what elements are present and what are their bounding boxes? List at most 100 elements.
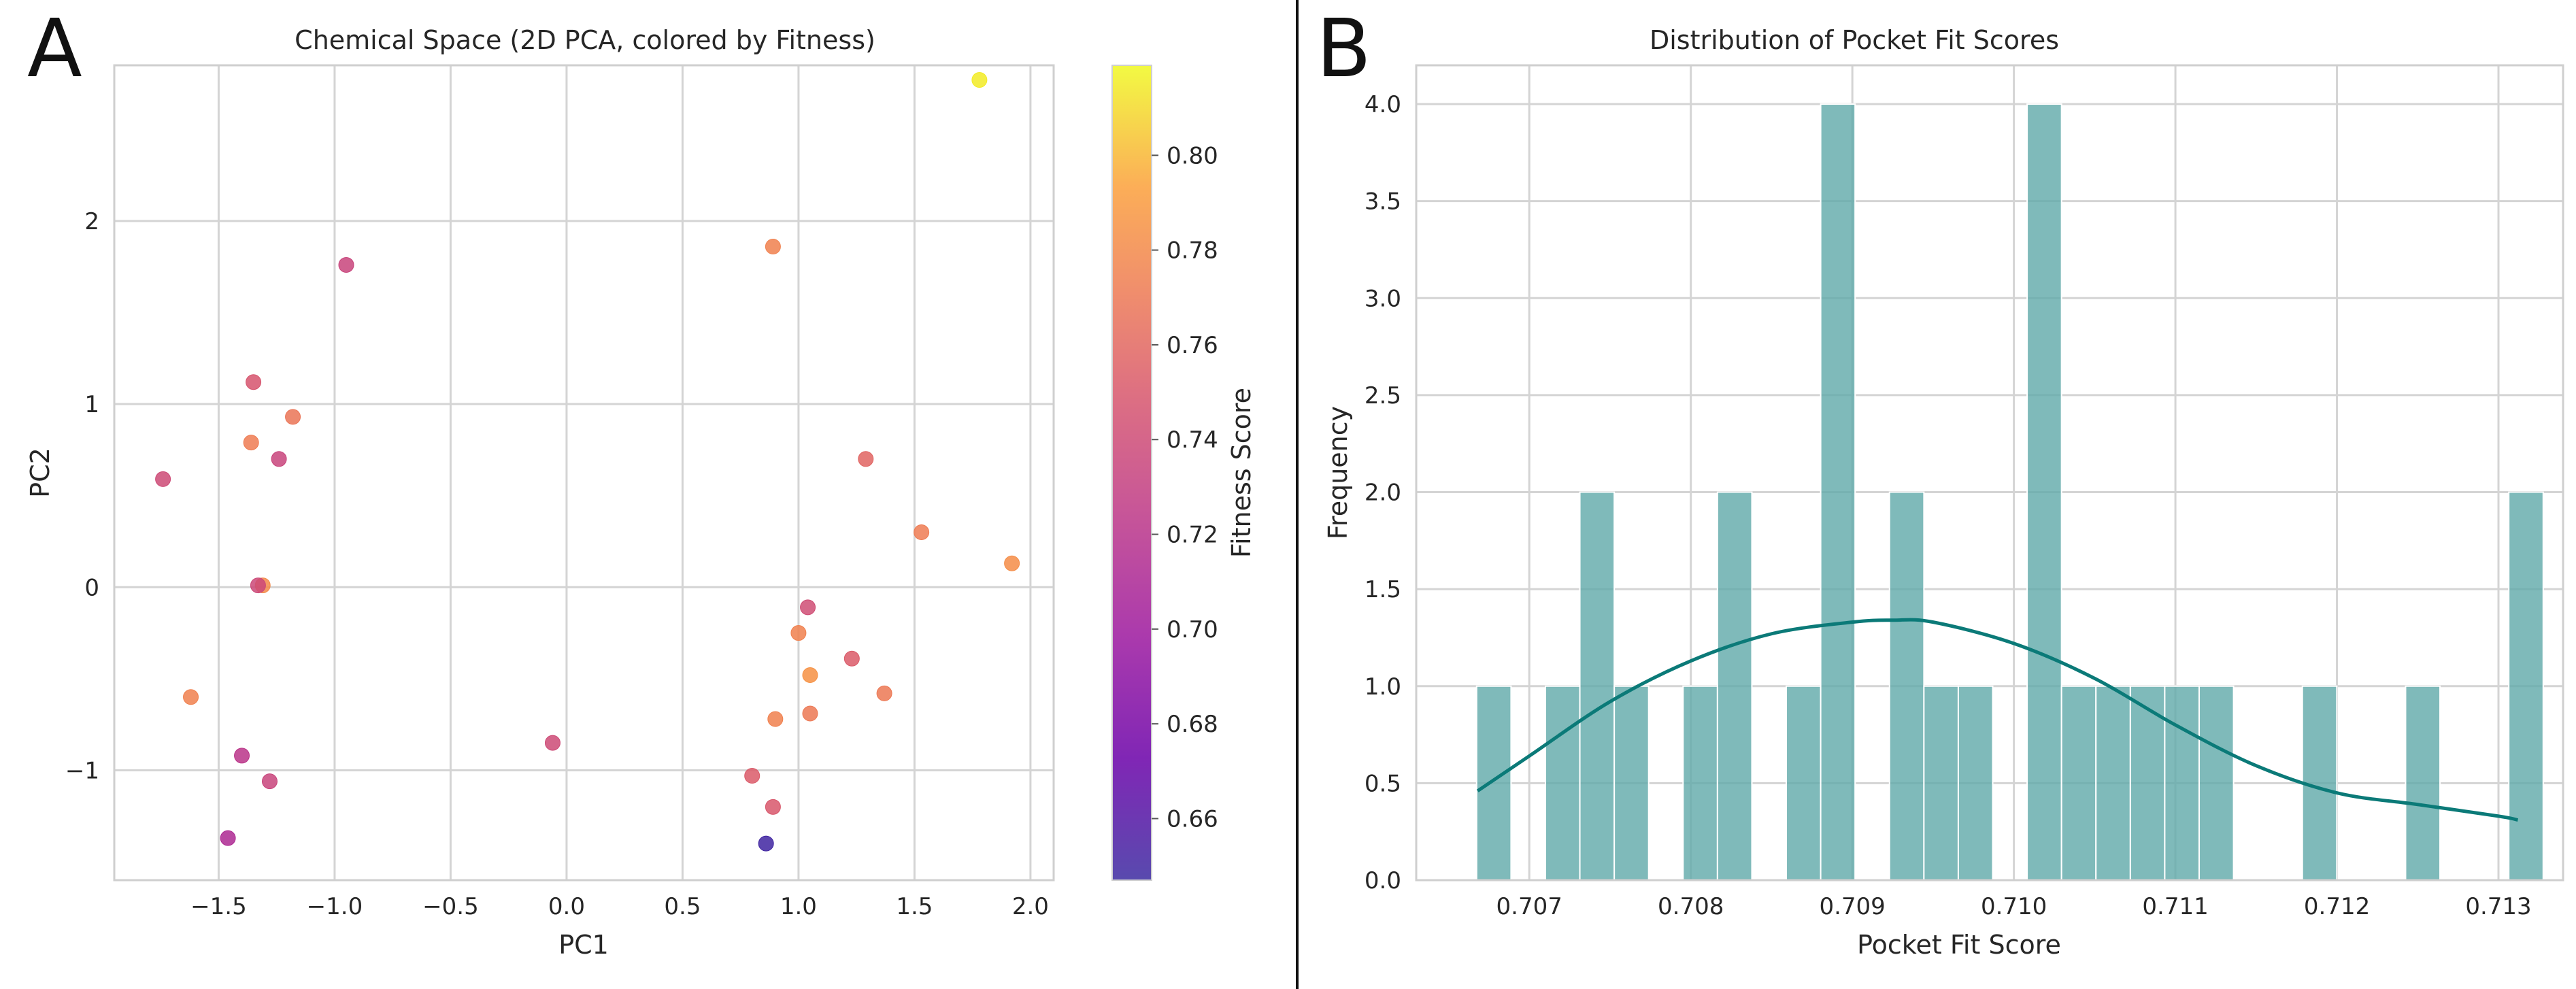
scatter-point (243, 435, 259, 451)
histogram-y-tick-label: 1.5 (1365, 576, 1401, 603)
scatter-point (338, 256, 354, 273)
colorbar-frame (1111, 65, 1152, 881)
histogram-bar (2198, 685, 2235, 881)
colorbar-tick-label: 0.78 (1167, 237, 1218, 265)
scatter-y-tick-label: −1 (65, 757, 99, 784)
scatter-point (800, 599, 816, 616)
scatter-point (246, 374, 262, 390)
scatter-point (183, 689, 199, 705)
histogram-bar (2508, 491, 2544, 881)
scatter-x-label: PC1 (558, 930, 609, 960)
scatter-x-tick-label: 0.0 (548, 893, 585, 920)
scatter-point (250, 577, 266, 594)
scatter-point (765, 239, 781, 255)
scatter-point (914, 524, 930, 540)
colorbar-label: Fitness Score (1226, 388, 1256, 558)
scatter-point (271, 451, 287, 467)
histogram-y-tick-label: 2.5 (1365, 382, 1401, 409)
scatter-point (155, 471, 171, 487)
colorbar-tick-label: 0.70 (1167, 616, 1218, 643)
panel-letter-b: B (1316, 1, 1371, 95)
scatter-point (220, 830, 236, 846)
scatter-x-tick-label: 0.5 (664, 893, 701, 920)
histogram-x-tick-label: 0.708 (1658, 893, 1724, 920)
colorbar-tick-label: 0.80 (1167, 142, 1218, 169)
histogram-x-tick-label: 0.710 (1981, 893, 2047, 920)
scatter-point (971, 72, 988, 88)
colorbar-tick-label: 0.76 (1167, 332, 1218, 359)
scatter-point (876, 685, 892, 701)
scatter-x-tick-label: 2.0 (1012, 893, 1049, 920)
panel-letter-a: A (27, 1, 82, 95)
scatter-y-ticks: −1 0 1 2 (65, 208, 99, 785)
scatter-y-tick-label: 0 (84, 574, 99, 601)
scatter-point (858, 451, 874, 467)
scatter-x-tick-label: −1.0 (307, 893, 363, 920)
histogram-y-tick-label: 0.0 (1365, 867, 1401, 894)
scatter-point (758, 835, 774, 852)
histogram-bar (1716, 491, 1753, 881)
histogram-bar (2060, 685, 2097, 881)
colorbar-ticks: 0.66 0.68 0.70 0.72 0.74 0.76 0.78 0.80 (1152, 142, 1218, 833)
histogram-y-tick-label: 4.0 (1365, 91, 1401, 118)
scatter-point (765, 799, 781, 815)
histogram-x-label: Pocket Fit Score (1857, 930, 2061, 960)
scatter-x-tick-label: 1.0 (780, 893, 817, 920)
scatter-x-ticks: −1.5 −1.0 −0.5 0.0 0.5 1.0 1.5 2.0 (190, 893, 1049, 920)
scatter-points (155, 72, 1020, 852)
histogram-y-tick-label: 0.5 (1365, 770, 1401, 797)
scatter-point (767, 711, 784, 727)
histogram-y-tick-label: 1.0 (1365, 673, 1401, 701)
colorbar-tick-label: 0.74 (1167, 426, 1218, 454)
scatter-point (802, 705, 818, 722)
histogram-y-label: Frequency (1323, 406, 1353, 539)
colorbar-gradient (1112, 65, 1152, 880)
histogram-bar (1888, 491, 1925, 881)
kde-curve (1476, 618, 2519, 822)
scatter-point (261, 773, 278, 790)
histogram-bar (2129, 685, 2166, 881)
histogram-bar (2026, 103, 2062, 882)
colorbar-tick-label: 0.68 (1167, 711, 1218, 738)
histogram-frame (1415, 64, 2564, 882)
scatter-point (544, 735, 561, 751)
panel-b: B Distribution of Pocket Fit Scores 0.70… (1316, 1, 2564, 960)
histogram-bar (1475, 685, 1512, 881)
colorbar-tick-label: 0.66 (1167, 805, 1218, 833)
scatter-y-tick-label: 1 (84, 391, 99, 418)
histogram-x-tick-label: 0.709 (1819, 893, 1885, 920)
histogram-x-ticks: 0.707 0.708 0.709 0.710 0.711 0.712 0.713 (1496, 893, 2532, 920)
colorbar-tick-label: 0.72 (1167, 522, 1218, 549)
histogram-bar (2164, 685, 2200, 881)
scatter-point (802, 667, 818, 683)
histogram-x-tick-label: 0.711 (2142, 893, 2208, 920)
histogram-y-ticks: 0.0 0.5 1.0 1.5 2.0 2.5 3.0 3.5 4.0 (1365, 91, 1401, 894)
scatter-point (843, 650, 860, 667)
scatter-y-tick-label: 2 (84, 208, 99, 235)
scatter-point (790, 625, 807, 641)
scatter-x-tick-label: 1.5 (896, 893, 933, 920)
histogram-y-tick-label: 3.5 (1365, 188, 1401, 216)
histogram-x-tick-label: 0.712 (2304, 893, 2370, 920)
scatter-title: Chemical Space (2D PCA, colored by Fitne… (295, 25, 875, 55)
scatter-point (744, 768, 760, 784)
scatter-grid (114, 65, 1054, 880)
histogram-bar (1579, 491, 1616, 881)
histogram-y-tick-label: 3.0 (1365, 285, 1401, 312)
panel-a: A Chemical Space (2D PCA, colored by Fit… (25, 1, 1256, 960)
histogram-title: Distribution of Pocket Fit Scores (1650, 25, 2059, 55)
scatter-y-label: PC2 (25, 448, 55, 498)
scatter-x-tick-label: −1.5 (190, 893, 247, 920)
scatter-frame (113, 64, 1055, 882)
scatter-x-tick-label: −0.5 (422, 893, 479, 920)
histogram-bar (1613, 685, 1650, 881)
scatter-point (234, 748, 250, 764)
scatter-point (285, 409, 301, 425)
histogram-bar (1786, 685, 1822, 881)
scatter-point (1004, 555, 1020, 571)
histogram-bar (1957, 685, 1994, 881)
histogram-x-tick-label: 0.707 (1496, 893, 1562, 920)
histogram-bar (1923, 685, 1959, 881)
histogram-bar (1682, 685, 1718, 881)
